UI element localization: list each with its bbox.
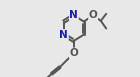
- Text: O: O: [69, 48, 78, 58]
- Text: N: N: [60, 30, 68, 40]
- Text: O: O: [89, 10, 97, 20]
- Text: N: N: [69, 10, 78, 20]
